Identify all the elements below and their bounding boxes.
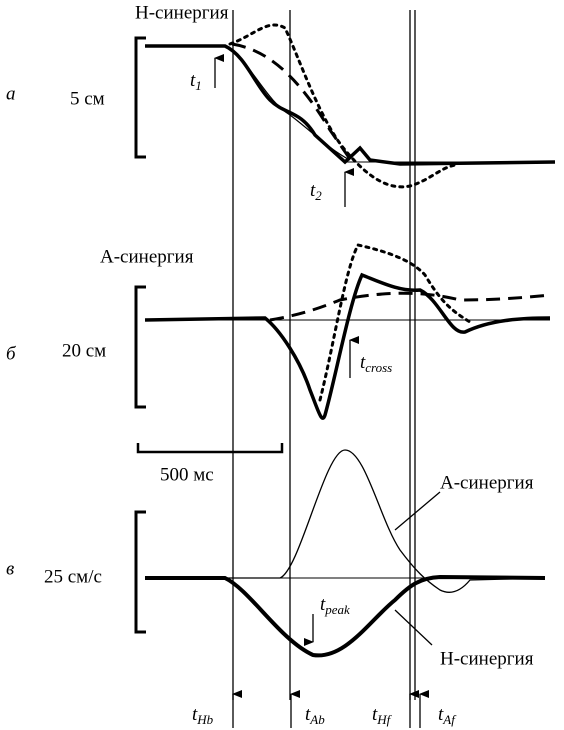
panel-letter: б	[6, 343, 17, 364]
label-part: t	[190, 70, 196, 91]
label-part: t	[310, 180, 316, 201]
time-scale: 500 мс	[160, 464, 214, 485]
event-label: tAb	[305, 704, 325, 727]
label-part: Hf	[376, 712, 392, 727]
scale-label: 25 см/с	[44, 566, 102, 587]
event-label: tAf	[438, 704, 457, 727]
layout	[134, 10, 556, 728]
label-part: 2	[315, 188, 322, 203]
curve-label: A-синергия	[440, 472, 534, 493]
marker-label: tcross	[360, 352, 392, 375]
marker-label: t1	[190, 70, 202, 93]
panel-title: A-синергия	[100, 246, 194, 267]
label-part: 1	[195, 78, 202, 93]
label-part: t	[372, 704, 378, 725]
marker-label: t2	[310, 180, 322, 203]
label-part: t	[320, 594, 326, 615]
label-part: t	[305, 704, 311, 725]
scale-label: 20 см	[62, 340, 106, 361]
label-part: Ab	[309, 712, 325, 727]
event-label: tHf	[372, 704, 393, 727]
panel-letter: а	[6, 83, 16, 104]
label-part: t	[438, 704, 444, 725]
labels: а H-синергия 5 см t1 t2 б A-синергия 20 …	[6, 2, 534, 727]
scale-label: 5 см	[70, 88, 105, 109]
label-part: t	[360, 352, 366, 373]
label-part: cross	[365, 360, 392, 375]
curve-label: H-синергия	[440, 648, 534, 669]
label-part: t	[192, 704, 198, 725]
label-part: Af	[442, 712, 457, 727]
panel-title: H-синергия	[135, 2, 229, 23]
marker-label: tpeak	[320, 594, 350, 617]
label-part: Hb	[196, 712, 213, 727]
label-part: peak	[324, 602, 350, 617]
panel-letter: в	[6, 558, 14, 579]
event-label: tHb	[192, 704, 214, 727]
